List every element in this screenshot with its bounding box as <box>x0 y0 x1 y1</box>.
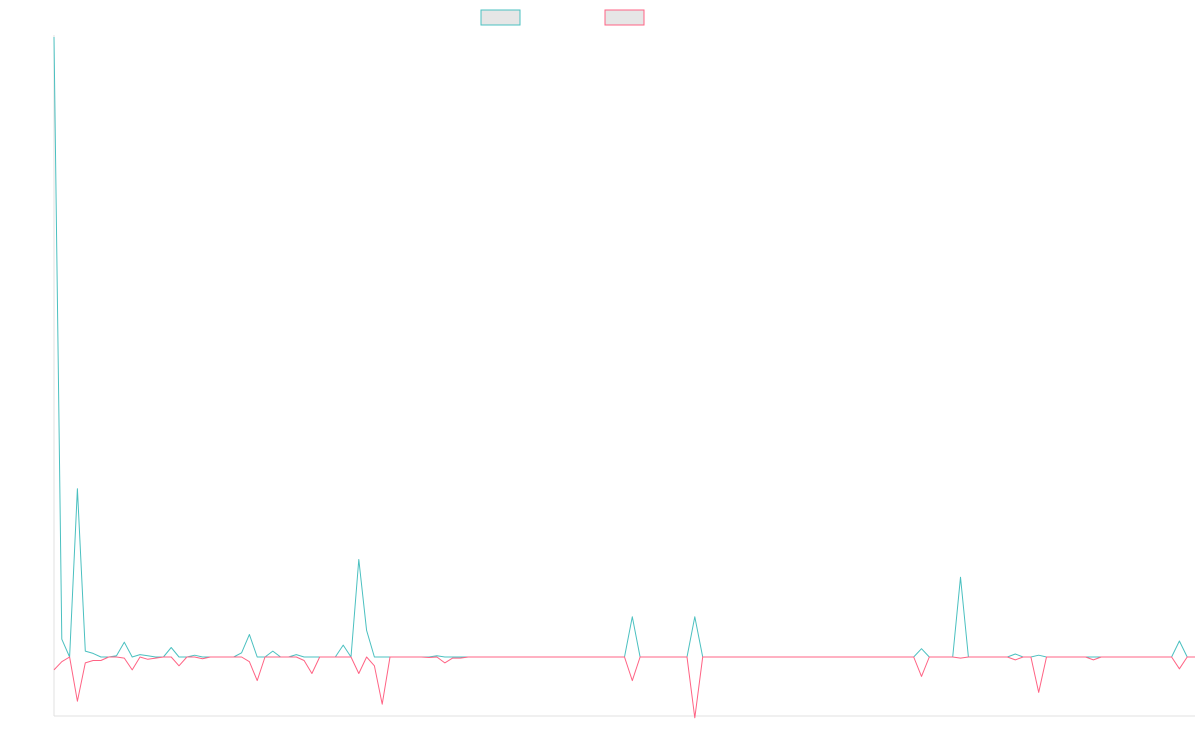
series-line-2 <box>53 656 1195 719</box>
legend-item[interactable] <box>604 9 645 26</box>
legend <box>480 9 645 26</box>
axes <box>53 35 1195 717</box>
legend-swatch <box>604 9 645 26</box>
legend-item[interactable] <box>480 9 521 26</box>
series-line-1 <box>53 36 1195 658</box>
series-layer <box>53 36 1195 719</box>
legend-swatch <box>480 9 521 26</box>
